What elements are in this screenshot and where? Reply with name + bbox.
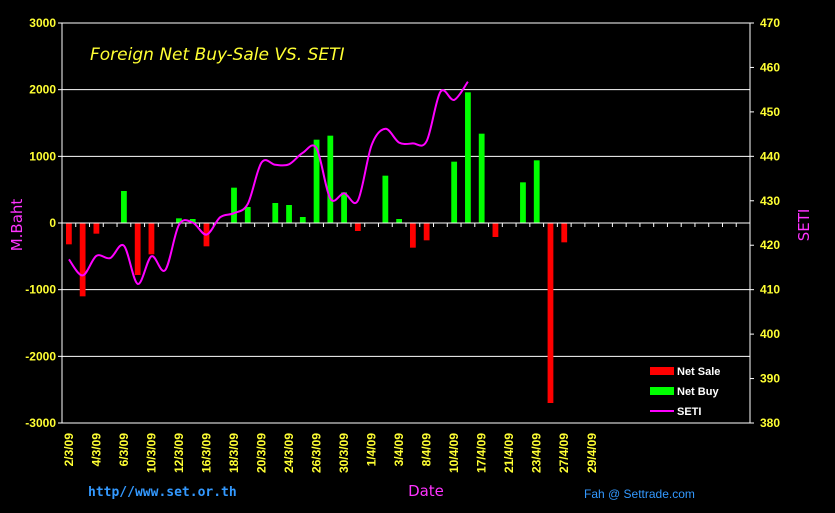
bar-net-buy xyxy=(176,218,182,223)
x-tick-label: 6/3/09 xyxy=(117,433,131,467)
y2-tick-label: 430 xyxy=(760,194,780,208)
y-axis-title: M.Baht xyxy=(8,199,26,252)
bar-net-buy xyxy=(451,161,458,223)
bar-net-buy xyxy=(327,135,334,223)
legend-label-seti: SETI xyxy=(677,406,701,418)
bar-net-buy xyxy=(533,160,540,223)
y-tick-label: -2000 xyxy=(25,349,56,363)
y-tick-label: -1000 xyxy=(25,283,56,297)
x-tick-label: 16/3/09 xyxy=(200,433,214,473)
bar-net-sale xyxy=(134,223,141,275)
bar-net-sale xyxy=(148,223,155,255)
bar-net-buy xyxy=(478,133,485,223)
bar-net-buy xyxy=(121,191,127,223)
x-tick-label: 10/4/09 xyxy=(447,433,461,473)
y2-tick-label: 400 xyxy=(760,327,780,341)
y2-tick-label: 450 xyxy=(760,105,780,119)
legend-label-net-buy: Net Buy xyxy=(677,386,719,398)
y2-tick-label: 420 xyxy=(760,238,780,252)
bar-net-buy xyxy=(189,219,196,223)
y-tick-label: 1000 xyxy=(29,149,56,163)
bar-net-sale xyxy=(492,223,499,237)
bar-net-sale xyxy=(354,223,361,231)
x-axis-ticks: 2/3/09 4/3/09 6/3/09 10/3/09 12/3/09 16/3/09 1… xyxy=(62,433,599,473)
bar-net-buy xyxy=(382,175,389,223)
bar-net-buy xyxy=(299,217,306,223)
bar-net-sale xyxy=(65,223,72,245)
x-tick-label: 30/3/09 xyxy=(337,433,351,473)
legend-swatch-net-sale xyxy=(650,367,674,375)
y2-tick-label: 470 xyxy=(760,16,780,30)
bar-net-sale xyxy=(561,223,568,243)
y2-tick-label: 440 xyxy=(760,149,780,163)
bar-net-buy xyxy=(396,219,403,223)
y2-tick-label: 460 xyxy=(760,60,780,74)
bar-net-buy xyxy=(465,92,471,223)
y2-axis-title: SETI xyxy=(795,209,813,242)
y-tick-label: 0 xyxy=(49,216,56,230)
legend-swatch-net-buy xyxy=(650,387,674,395)
seti-line xyxy=(68,81,469,285)
legend-label-net-sale: Net Sale xyxy=(677,366,720,378)
x-tick-label: 10/3/09 xyxy=(144,433,158,473)
legend: Net Sale Net Buy SETI xyxy=(650,366,720,418)
x-tick-label: 8/4/09 xyxy=(420,433,434,467)
bar-net-sale xyxy=(409,223,416,248)
y-tick-label: -3000 xyxy=(25,416,56,430)
y-tick-label: 3000 xyxy=(29,16,56,30)
bar-net-buy xyxy=(244,207,251,223)
x-tick-label: 18/3/09 xyxy=(227,433,241,473)
x-tick-label: 3/4/09 xyxy=(392,433,406,467)
x-tick-label: 17/4/09 xyxy=(475,433,489,473)
chart-title: Foreign Net Buy-Sale VS. SETI xyxy=(90,45,345,65)
x-axis-title: Date xyxy=(408,482,444,500)
bar-net-sale xyxy=(423,223,430,241)
x-tick-label: 27/4/09 xyxy=(557,433,571,473)
x-tick-label: 1/4/09 xyxy=(365,433,379,467)
x-tick-label: 26/3/09 xyxy=(310,433,324,473)
source-url: http//www.set.or.th xyxy=(88,485,237,500)
x-tick-label: 23/4/09 xyxy=(530,433,544,473)
bar-net-buy xyxy=(341,192,347,223)
x-tick-label: 20/3/09 xyxy=(255,433,269,473)
bar-net-sale xyxy=(79,223,86,297)
bar-net-buy xyxy=(313,139,320,223)
left-axis-ticks: 3000 2000 1000 0 -1000 -2000 -3000 xyxy=(25,16,62,430)
x-tick-label: 2/3/09 xyxy=(62,433,76,467)
bar-net-sale xyxy=(547,223,554,403)
x-tick-label: 12/3/09 xyxy=(172,433,186,473)
author-credit: Fah @ Settrade.com xyxy=(584,487,695,501)
y2-tick-label: 380 xyxy=(760,416,780,430)
y-tick-label: 2000 xyxy=(29,83,56,97)
y2-tick-label: 410 xyxy=(760,283,780,297)
x-tick-label: 24/3/09 xyxy=(282,433,296,473)
bar-net-buy xyxy=(520,182,526,223)
x-tick-label: 4/3/09 xyxy=(89,433,103,467)
right-axis-ticks: 470 460 450 440 430 420 410 400 390 380 xyxy=(750,16,780,430)
bar-net-sale xyxy=(93,223,100,234)
bar-net-buy xyxy=(231,187,237,223)
bar-net-buy xyxy=(272,203,279,223)
x-tick-label: 21/4/09 xyxy=(502,433,516,473)
bar-net-buy xyxy=(286,205,292,223)
y2-tick-label: 390 xyxy=(760,372,780,386)
x-tick-label: 29/4/09 xyxy=(585,433,599,473)
